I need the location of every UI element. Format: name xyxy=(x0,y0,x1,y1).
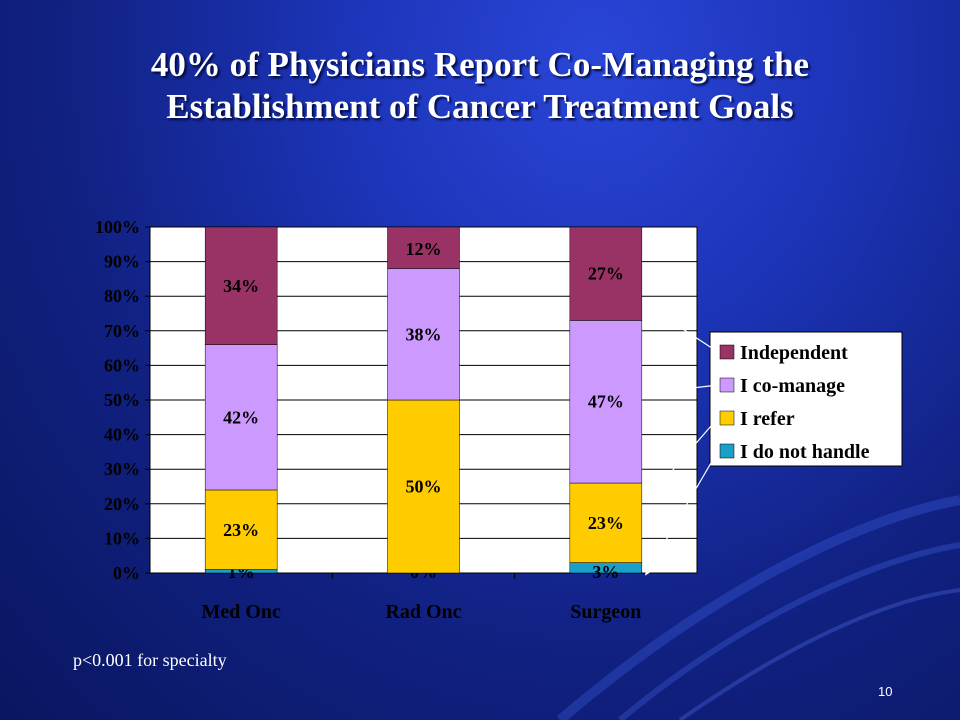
y-tick-label: 0% xyxy=(113,563,140,583)
bar-segment xyxy=(204,226,278,345)
bars: 1%23%42%34%0%50%38%12%3%23%47%27% xyxy=(204,226,643,582)
legend-arrow xyxy=(645,417,719,502)
legend-swatch xyxy=(719,344,735,360)
category-label: Med Onc xyxy=(201,601,281,623)
legend-arrow xyxy=(645,450,719,576)
y-tick-label: 80% xyxy=(104,286,140,306)
legend-arrow xyxy=(644,304,719,353)
category-label: Rad Onc xyxy=(385,601,461,623)
bar-segment xyxy=(387,268,460,401)
data-label: 27% xyxy=(588,264,624,284)
legend-label: I co-manage xyxy=(740,375,845,397)
legend-swatch xyxy=(719,377,735,393)
bar-segment xyxy=(387,226,460,269)
data-label: 3% xyxy=(592,562,619,582)
data-label: 34% xyxy=(223,276,259,296)
footnote: p<0.001 for specialty xyxy=(73,650,227,670)
data-label: 50% xyxy=(406,477,442,497)
bar-segment xyxy=(204,344,278,491)
legend-label: Independent xyxy=(740,342,848,364)
y-tick-label: 90% xyxy=(104,252,140,272)
legend-label: I refer xyxy=(740,408,795,430)
data-label: 23% xyxy=(588,513,624,533)
slide-title: 40% of Physicians Report Co-Managing the… xyxy=(150,45,810,126)
data-label: 23% xyxy=(223,520,259,540)
y-tick-label: 20% xyxy=(104,494,140,514)
bar-segment xyxy=(204,489,278,570)
legend-swatch xyxy=(719,443,735,459)
y-axis-ticks: 0% 10% 20% 30% 40% 50% 60% 70% 80% 90% 100% xyxy=(95,217,150,583)
y-tick-label: 10% xyxy=(104,528,140,548)
legend-arrows xyxy=(644,304,719,576)
legend-box xyxy=(709,331,903,467)
legend: Independent I co-manage I refer I do not ha… xyxy=(709,331,903,467)
data-label: 12% xyxy=(406,239,442,259)
bar-segment xyxy=(569,226,643,321)
bar-segment xyxy=(387,399,460,574)
bar-segment xyxy=(569,482,643,563)
y-tick-label: 50% xyxy=(104,390,140,410)
y-tick-label: 40% xyxy=(104,425,140,445)
data-label: 47% xyxy=(588,392,624,412)
legend-swatch xyxy=(719,410,735,426)
y-tick-label: 70% xyxy=(104,321,140,341)
legend-arrow xyxy=(644,384,719,398)
x-axis-categories: Med Onc Rad Onc Surgeon xyxy=(201,573,641,623)
y-tick-label: 60% xyxy=(104,355,140,375)
category-label: Surgeon xyxy=(570,601,641,623)
data-label: 38% xyxy=(406,324,442,344)
y-tick-label: 100% xyxy=(95,217,140,237)
legend-label: I do not handle xyxy=(740,441,870,463)
bar-segment xyxy=(569,320,643,484)
data-label: 42% xyxy=(223,407,259,427)
y-tick-label: 30% xyxy=(104,459,140,479)
page-number: 10 xyxy=(878,684,893,699)
